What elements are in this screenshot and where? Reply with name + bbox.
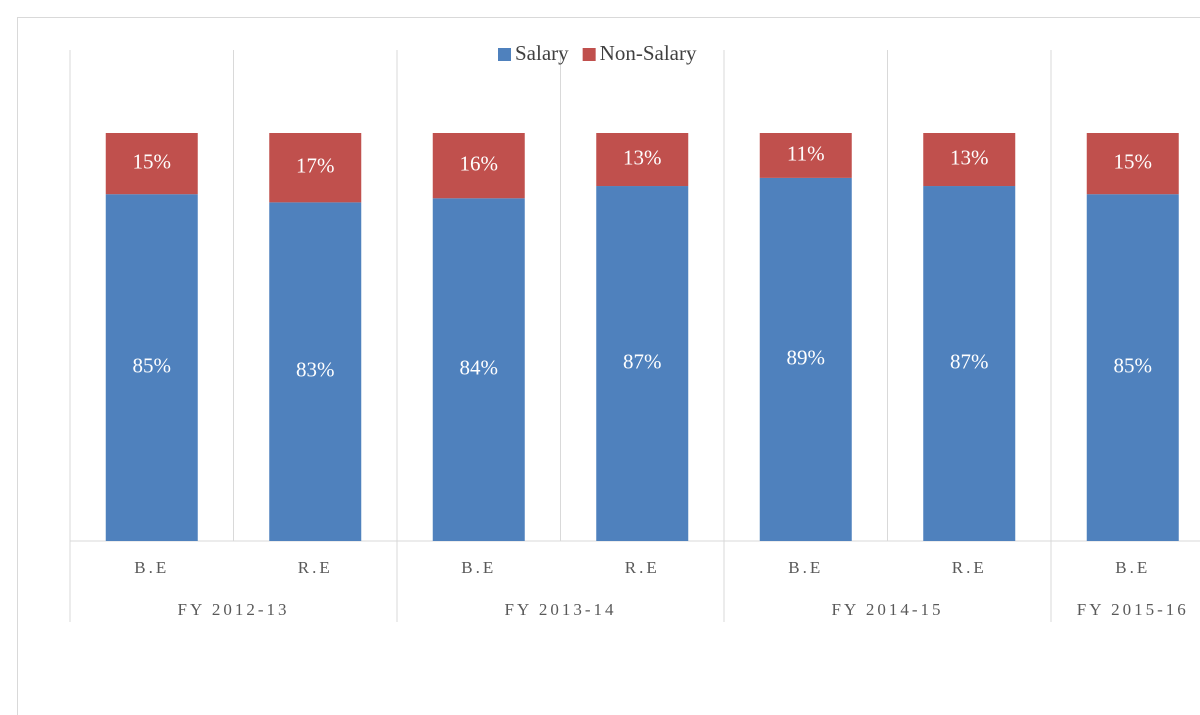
bar-segment <box>432 198 525 541</box>
legend-swatch <box>582 48 596 61</box>
legend-label: Non-Salary <box>600 41 697 65</box>
group-label: FY 2014-15 <box>831 600 943 619</box>
bar-segment <box>759 133 852 178</box>
bar-segment <box>269 133 362 203</box>
bar-segment <box>269 202 362 542</box>
data-label: 17% <box>296 153 335 177</box>
bar-segment <box>923 186 1016 542</box>
chart-frame <box>17 17 1200 715</box>
bar-segment <box>923 133 1016 187</box>
x-tick-label: R.E <box>952 558 987 577</box>
bar-segment <box>596 186 689 542</box>
x-tick-label: R.E <box>298 558 333 577</box>
bar-segment <box>1086 133 1179 195</box>
bar-segment <box>1086 194 1179 541</box>
data-label: 15% <box>1114 149 1153 173</box>
data-label: 85% <box>1114 353 1153 377</box>
group-label: FY 2013-14 <box>504 600 616 619</box>
group-label: FY 2015-16 <box>1077 600 1189 619</box>
bar-segment <box>759 177 852 541</box>
data-label: 87% <box>623 349 662 373</box>
x-tick-label: B.E <box>1115 558 1150 577</box>
x-tick-label: R.E <box>625 558 660 577</box>
data-label: 83% <box>296 357 335 381</box>
data-label: 16% <box>460 151 499 175</box>
data-label: 13% <box>950 145 989 169</box>
data-label: 11% <box>787 141 825 165</box>
data-label: 13% <box>623 145 662 169</box>
x-tick-label: B.E <box>461 558 496 577</box>
legend-label: Salary <box>515 41 569 65</box>
data-label: 87% <box>950 349 989 373</box>
x-tick-label: B.E <box>788 558 823 577</box>
bar-segment <box>105 194 198 541</box>
bar-segment <box>432 133 525 199</box>
data-label: 84% <box>460 355 499 379</box>
bar-segment <box>596 133 689 187</box>
group-label: FY 2012-13 <box>177 600 289 619</box>
bar-segment <box>105 133 198 195</box>
data-label: 15% <box>133 149 172 173</box>
data-label: 89% <box>787 345 826 369</box>
data-label: 85% <box>133 353 172 377</box>
legend-swatch <box>498 48 511 61</box>
x-tick-label: B.E <box>134 558 169 577</box>
